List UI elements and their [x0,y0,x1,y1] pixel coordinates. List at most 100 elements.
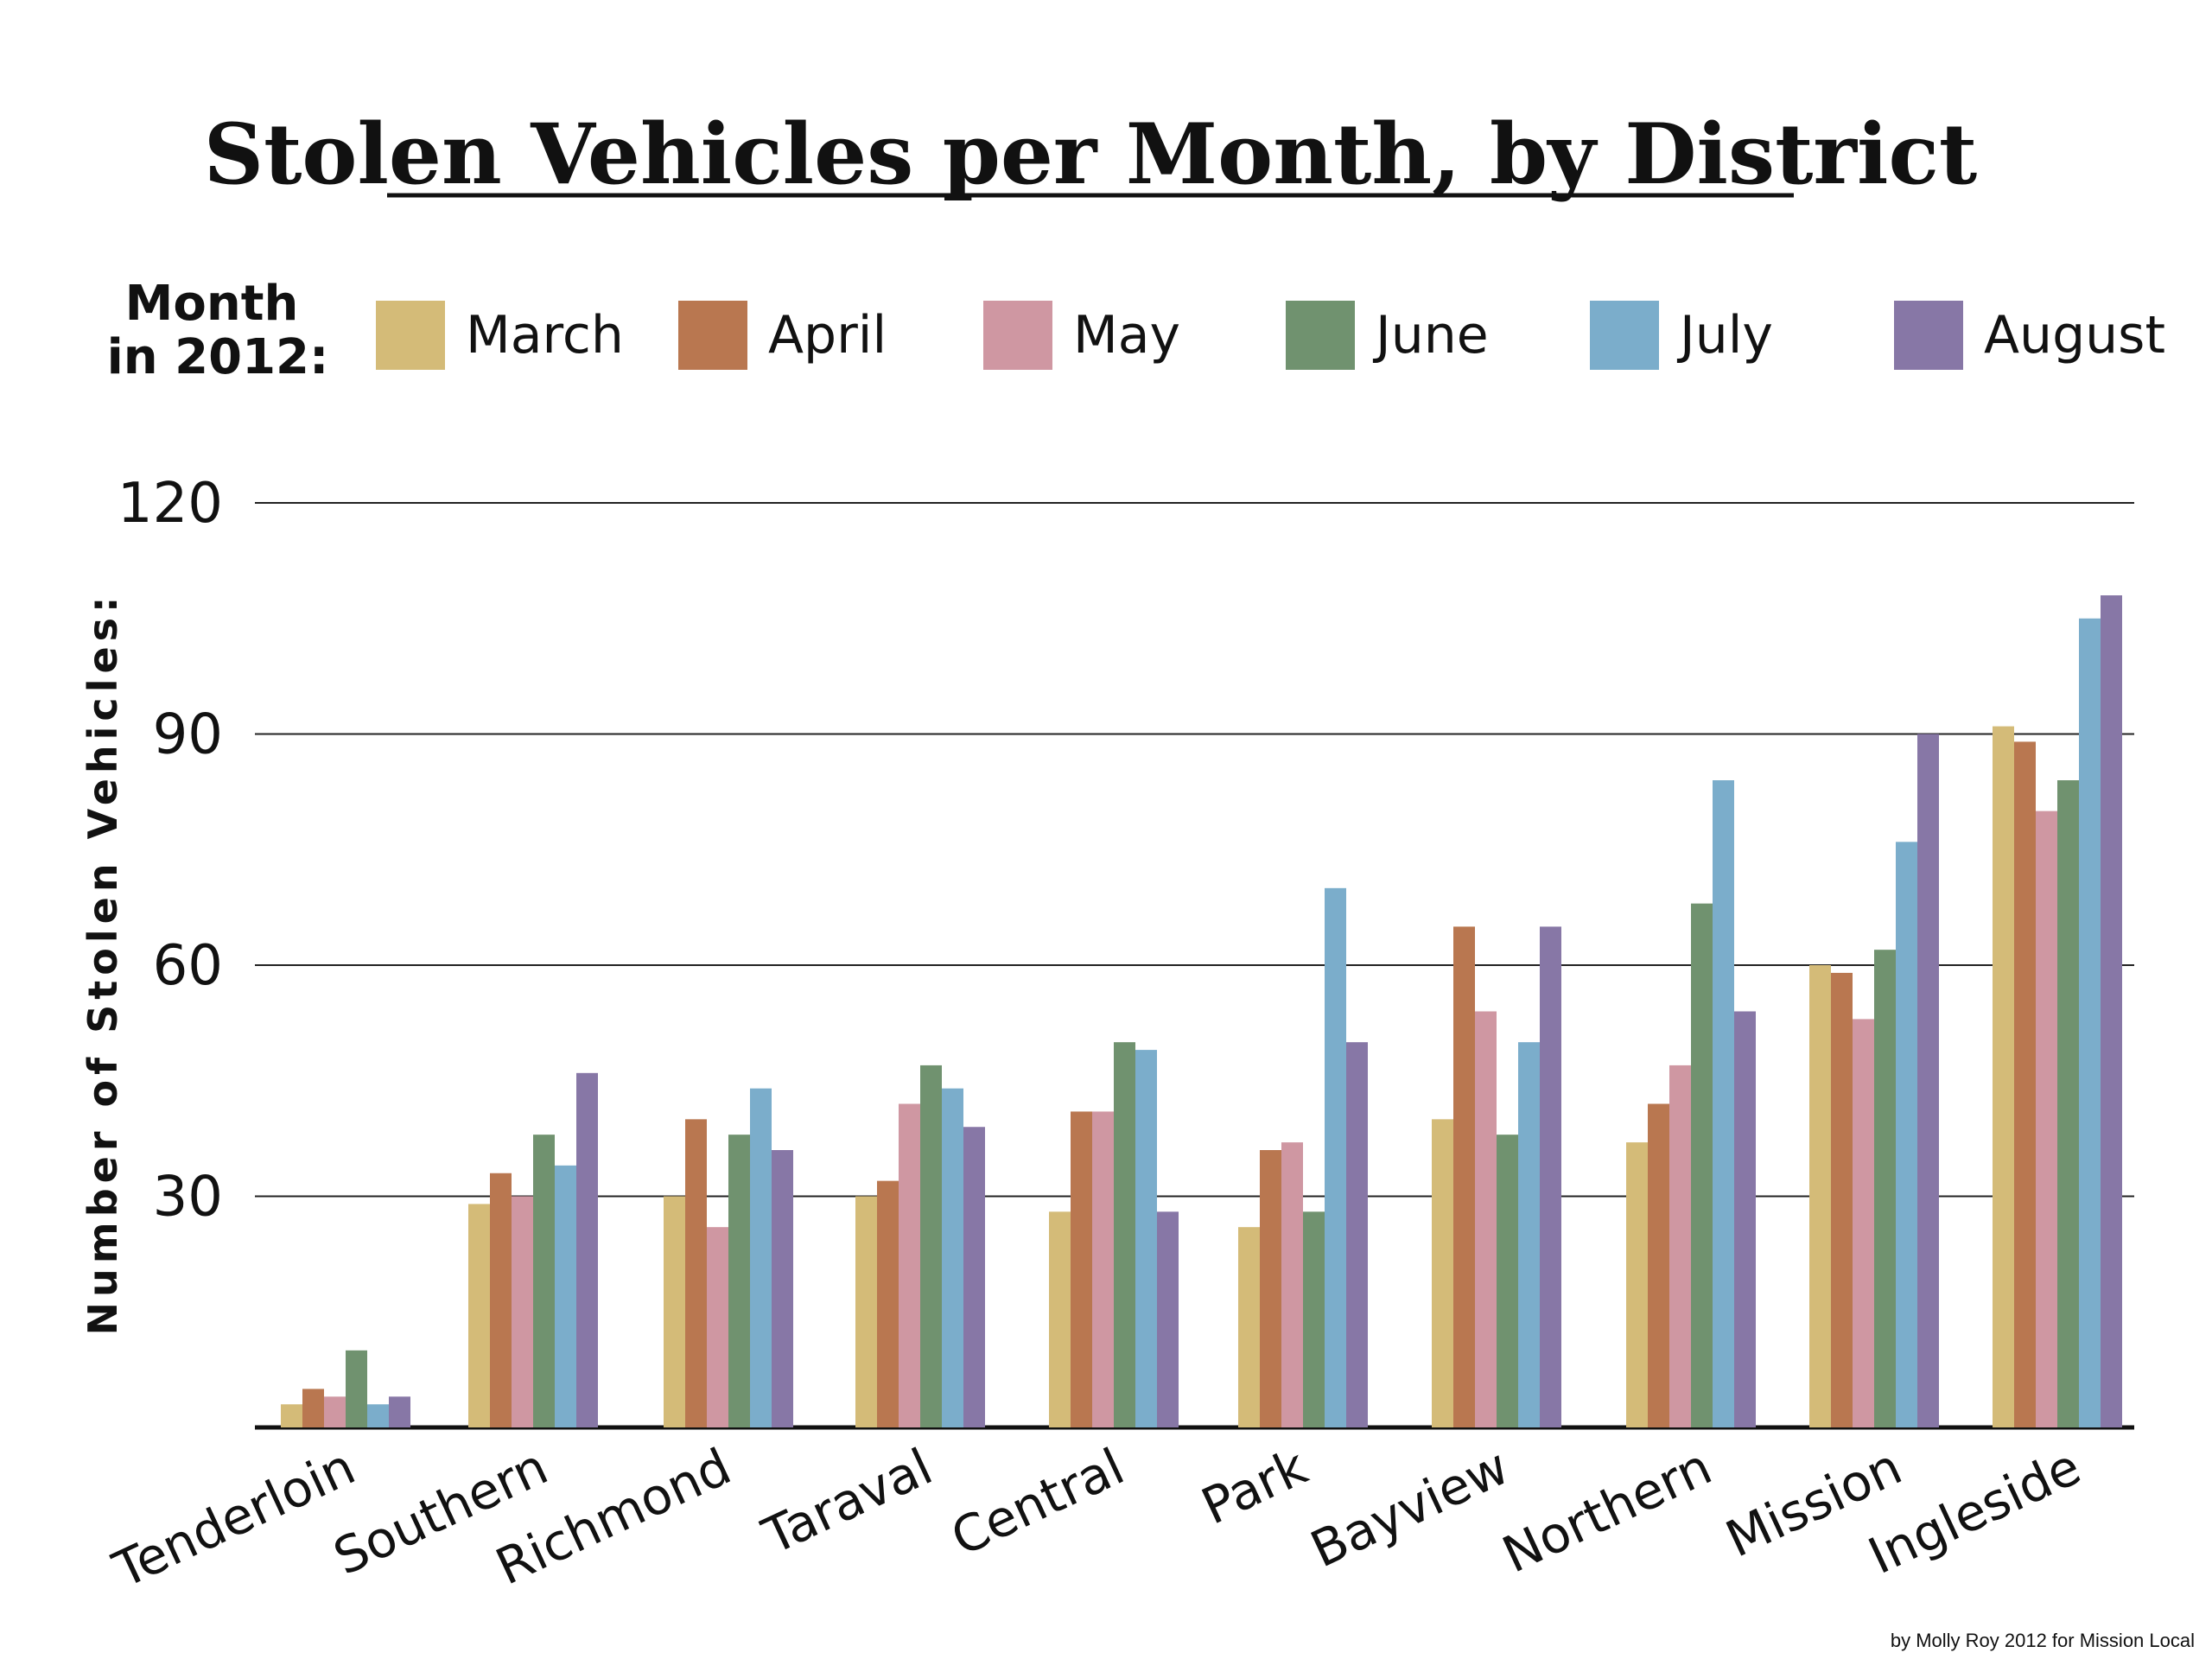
bar-central-march [1049,1211,1071,1427]
bar-bayview-may [1475,1011,1497,1427]
legend-item-july: July [1590,301,1773,370]
bar-southern-august [576,1072,598,1427]
bar-park-august [1346,1042,1368,1427]
bar-ingleside-july [2079,618,2101,1427]
bar-central-june [1114,1042,1135,1427]
bar-group-taraval [855,1065,985,1427]
bar-richmond-june [728,1135,750,1427]
legend-label: March [466,305,624,365]
bar-tenderloin-may [324,1396,346,1427]
bar-ingleside-may [2036,810,2057,1427]
bar-tenderloin-june [346,1350,367,1427]
bar-northern-july [1713,780,1734,1427]
legend-swatch [1894,301,1963,370]
y-tick-label: 60 [153,934,223,998]
legend-swatch [376,301,445,370]
category-label-northern: Northern [1494,1437,1720,1584]
bar-taraval-june [920,1065,942,1427]
legend-item-march: March [376,301,624,370]
bar-mission-june [1874,950,1896,1427]
legend-label: July [1676,305,1773,365]
bar-group-northern [1626,780,1756,1427]
bar-bayview-march [1432,1119,1453,1427]
bar-group-ingleside [1993,595,2122,1427]
bar-mission-march [1809,965,1831,1427]
bar-taraval-march [855,1196,877,1427]
bar-group-mission [1809,734,1939,1427]
bar-northern-may [1669,1065,1691,1427]
legend-label: June [1372,305,1489,365]
bar-tenderloin-august [389,1396,410,1427]
bar-park-march [1238,1227,1260,1427]
bar-richmond-april [685,1119,707,1427]
legend-label: August [1984,305,2165,365]
bar-tenderloin-march [281,1404,302,1427]
bar-mission-april [1831,972,1853,1427]
y-tick-label: 120 [118,472,223,536]
legend-swatch [1286,301,1355,370]
category-label-central: Central [943,1437,1133,1567]
bar-northern-march [1626,1142,1648,1427]
bar-bayview-april [1453,926,1475,1427]
bar-northern-august [1734,1011,1756,1427]
bar-central-august [1157,1211,1179,1427]
bar-southern-june [533,1135,555,1427]
bar-group-tenderloin [281,1350,410,1427]
category-label-bayview: Bayview [1302,1437,1517,1579]
legend-swatch [983,301,1052,370]
legend-label: May [1073,305,1180,365]
legend-swatch [1590,301,1659,370]
bar-taraval-august [963,1127,985,1427]
legend-item-august: August [1894,301,2165,370]
bar-bayview-june [1497,1135,1518,1427]
y-tick-label: 90 [153,703,223,767]
category-label-tenderloin: Tenderloin [104,1437,363,1599]
bar-group-southern [468,1072,598,1427]
bar-southern-april [490,1173,512,1427]
category-label-taraval: Taraval [753,1437,941,1566]
legend-label: April [768,305,887,365]
bar-bayview-july [1518,1042,1540,1427]
bar-richmond-march [664,1196,685,1427]
bar-ingleside-april [2014,741,2036,1427]
bar-park-may [1281,1142,1303,1427]
bar-group-richmond [664,1088,793,1427]
bar-park-april [1260,1150,1281,1427]
bar-group-central [1049,1042,1179,1427]
bar-park-july [1325,887,1346,1427]
legend: March April May June July August [376,301,2165,370]
bar-mission-august [1917,734,1939,1427]
legend-swatch [678,301,747,370]
y-axis-label: Number of Stolen Vehicles: [79,592,126,1336]
legend-item-june: June [1286,301,1489,370]
bar-central-july [1135,1050,1157,1427]
bar-tenderloin-april [302,1389,324,1427]
bars [281,595,2122,1427]
bar-richmond-july [750,1088,772,1427]
bar-taraval-july [942,1088,963,1427]
bar-southern-july [555,1165,576,1427]
bar-richmond-may [707,1227,728,1427]
category-label-park: Park [1193,1437,1317,1536]
bar-northern-june [1691,903,1713,1427]
bar-ingleside-august [2101,595,2122,1427]
bar-group-park [1238,887,1368,1427]
bar-central-may [1092,1111,1114,1427]
legend-heading-line-2: in 2012: [107,329,329,385]
bar-southern-may [512,1196,533,1427]
legend-item-april: April [678,301,887,370]
bar-group-bayview [1432,926,1561,1427]
bar-bayview-august [1540,926,1561,1427]
credit-text: by Molly Roy 2012 for Mission Local [1891,1630,2195,1651]
bar-mission-july [1896,842,1917,1427]
bar-richmond-august [772,1150,793,1427]
y-tick-label: 30 [153,1166,223,1230]
legend-heading-line-1: Month [125,276,299,332]
bar-taraval-may [899,1103,920,1427]
bar-ingleside-march [1993,726,2014,1427]
bar-southern-march [468,1204,490,1427]
bar-northern-april [1648,1103,1669,1427]
y-axis-ticks: 30 60 90 120 [118,472,223,1230]
